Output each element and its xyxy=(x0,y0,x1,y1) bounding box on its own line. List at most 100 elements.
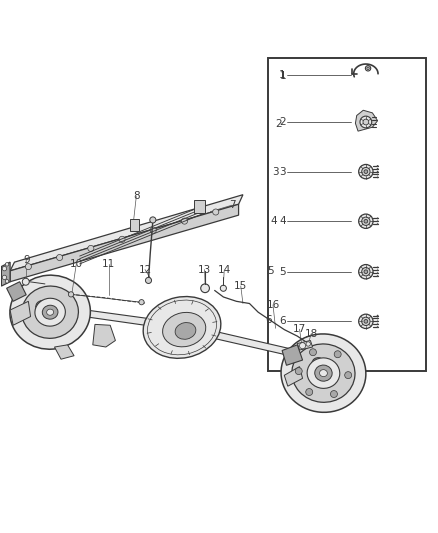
Circle shape xyxy=(362,167,370,176)
Circle shape xyxy=(367,67,369,69)
Circle shape xyxy=(359,165,373,179)
Text: 3: 3 xyxy=(279,167,286,176)
Text: 14: 14 xyxy=(218,265,231,276)
Circle shape xyxy=(377,168,378,169)
Text: 7: 7 xyxy=(229,200,235,210)
Circle shape xyxy=(334,351,341,358)
Circle shape xyxy=(377,223,378,224)
Circle shape xyxy=(377,218,378,219)
Polygon shape xyxy=(282,345,303,365)
Circle shape xyxy=(377,321,378,322)
Polygon shape xyxy=(176,322,315,361)
Ellipse shape xyxy=(315,365,332,381)
Polygon shape xyxy=(10,301,31,325)
Ellipse shape xyxy=(47,309,53,315)
Ellipse shape xyxy=(281,334,366,413)
Polygon shape xyxy=(39,303,176,329)
Circle shape xyxy=(181,218,187,224)
Text: 2: 2 xyxy=(279,117,286,127)
Text: 4: 4 xyxy=(279,216,286,226)
Text: 1: 1 xyxy=(280,71,287,81)
Bar xyxy=(130,219,139,231)
Circle shape xyxy=(145,277,152,284)
Ellipse shape xyxy=(10,275,90,349)
Ellipse shape xyxy=(36,301,49,313)
Circle shape xyxy=(150,217,156,223)
Circle shape xyxy=(213,209,219,215)
Text: 11: 11 xyxy=(102,260,116,269)
Circle shape xyxy=(359,214,373,229)
Circle shape xyxy=(359,314,373,328)
Ellipse shape xyxy=(292,344,355,402)
Circle shape xyxy=(345,372,352,378)
Polygon shape xyxy=(54,345,74,359)
Circle shape xyxy=(377,270,378,271)
Circle shape xyxy=(360,116,372,128)
Circle shape xyxy=(22,278,29,285)
Circle shape xyxy=(365,66,371,71)
Circle shape xyxy=(359,264,373,279)
Circle shape xyxy=(377,267,378,268)
Circle shape xyxy=(306,342,311,346)
Text: 5: 5 xyxy=(279,266,286,277)
Polygon shape xyxy=(7,282,26,301)
Circle shape xyxy=(364,170,367,173)
Circle shape xyxy=(377,324,378,325)
Circle shape xyxy=(5,263,9,266)
Polygon shape xyxy=(355,110,378,131)
Polygon shape xyxy=(93,325,116,347)
Polygon shape xyxy=(1,262,10,286)
Text: 8: 8 xyxy=(133,191,140,201)
Polygon shape xyxy=(297,341,313,350)
Text: 4: 4 xyxy=(270,216,277,226)
Text: 10: 10 xyxy=(70,260,83,269)
Text: 9: 9 xyxy=(23,255,29,264)
Ellipse shape xyxy=(42,305,58,319)
Circle shape xyxy=(377,318,378,319)
Circle shape xyxy=(377,276,378,277)
Text: 1: 1 xyxy=(279,70,286,80)
Circle shape xyxy=(150,227,156,233)
Circle shape xyxy=(364,319,367,323)
Circle shape xyxy=(377,315,378,316)
Circle shape xyxy=(363,119,369,125)
Text: 5: 5 xyxy=(267,266,274,276)
Bar xyxy=(268,58,426,371)
Circle shape xyxy=(139,300,144,305)
Text: 13: 13 xyxy=(198,264,211,274)
Circle shape xyxy=(377,174,378,175)
Ellipse shape xyxy=(143,296,221,358)
Ellipse shape xyxy=(175,322,196,340)
Text: 3: 3 xyxy=(272,167,279,177)
Circle shape xyxy=(295,368,302,375)
Circle shape xyxy=(362,268,370,276)
Circle shape xyxy=(5,279,9,283)
Text: 6: 6 xyxy=(279,317,286,326)
Circle shape xyxy=(88,245,94,252)
Text: 12: 12 xyxy=(138,264,152,274)
Circle shape xyxy=(2,275,7,279)
Text: 18: 18 xyxy=(305,328,318,338)
Polygon shape xyxy=(10,204,239,282)
Circle shape xyxy=(362,217,370,225)
Circle shape xyxy=(68,292,74,297)
Polygon shape xyxy=(10,195,243,271)
Text: 15: 15 xyxy=(234,281,247,291)
Circle shape xyxy=(364,220,367,223)
Circle shape xyxy=(201,284,209,293)
Circle shape xyxy=(25,263,32,270)
Bar xyxy=(194,200,205,213)
Circle shape xyxy=(364,270,367,273)
Circle shape xyxy=(362,317,370,326)
Text: 16: 16 xyxy=(266,300,279,310)
Polygon shape xyxy=(284,367,303,386)
Circle shape xyxy=(300,343,306,349)
Circle shape xyxy=(377,177,378,178)
Circle shape xyxy=(377,221,378,222)
Ellipse shape xyxy=(22,286,78,338)
Circle shape xyxy=(310,349,316,356)
Circle shape xyxy=(330,391,337,398)
Circle shape xyxy=(377,327,378,328)
Text: 2: 2 xyxy=(275,119,282,129)
Ellipse shape xyxy=(312,358,324,368)
